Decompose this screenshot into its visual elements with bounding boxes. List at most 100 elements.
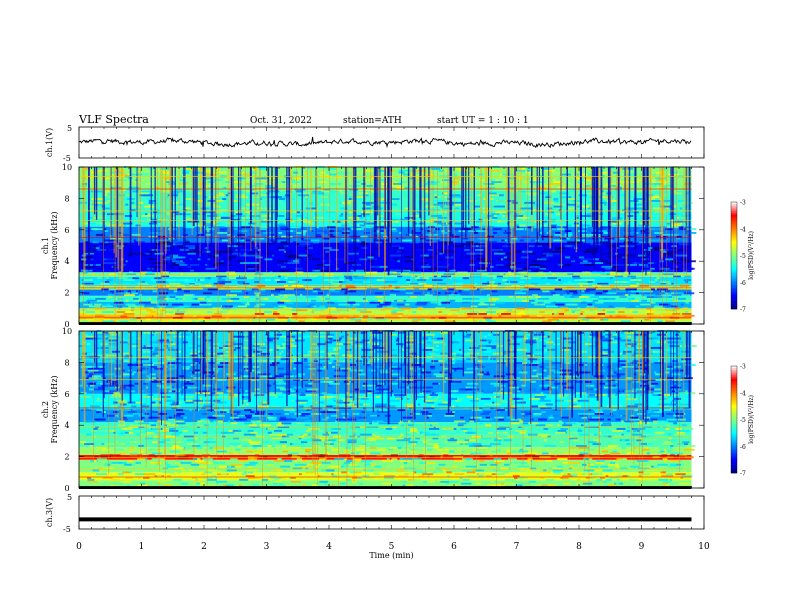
spectrogram-cell [98,469,104,472]
spectrogram-streak [207,167,209,253]
spectrogram-cell [169,282,181,285]
spectrogram-cell [104,194,108,197]
spectrogram-cell [463,256,468,259]
spectrogram-cell [677,247,682,249]
spectrogram-cell [586,463,595,466]
spectrogram-cell [423,254,429,257]
spectrogram-cell [79,433,86,436]
spectrogram-cell [660,314,663,317]
spectrogram-cell [653,196,660,199]
spectrogram-cell [527,169,530,172]
spectrogram-cell [172,445,180,447]
spectrogram-cell [102,320,114,323]
spectrogram-cell [85,311,95,313]
spectrogram-cell [305,439,313,442]
spectrogram-cell [352,275,359,278]
spectrogram-cell [646,252,651,255]
spectrogram-cell [499,452,504,455]
spectrogram-cell [506,281,509,283]
spectrogram-cell [464,216,476,219]
spectrogram-cell [122,471,130,474]
spectrogram-cell [119,277,128,280]
spectrogram-cell [284,294,295,297]
spectrogram-cell [572,439,579,442]
spectrogram-cell [540,192,549,195]
spectrogram-cell [347,169,354,172]
spectrogram-cell [158,296,167,298]
spectrogram-cell [548,183,560,185]
spectrogram-cell [259,294,267,297]
spectrogram-cell [482,207,485,210]
spectrogram-cell [161,167,169,170]
spectrogram-cell [560,235,571,238]
spectrogram-cell [125,260,128,263]
spectrogram-cell [249,288,259,291]
spectrogram-cell [308,452,315,455]
spectrogram-cell [145,437,154,440]
spectrogram-cell [364,232,371,234]
spectrogram-cell [171,473,175,476]
spectrogram-cell [557,458,568,461]
spectrogram-cell [289,318,293,321]
spectrogram-cell [240,301,247,304]
spectrogram-cell [574,473,584,476]
spectrogram-cell [107,239,117,242]
spectrogram-cell [414,471,417,474]
spectrogram-cell [444,320,457,323]
spectrogram-cell [289,452,299,455]
spectrogram-cell [602,194,610,197]
spectrogram-cell [638,475,642,477]
spectrogram-cell [568,207,575,210]
spectrogram-cell [101,311,114,313]
spectrogram-cell [531,239,536,242]
spectrogram-cell [586,249,597,251]
spectrogram-cell [96,169,108,172]
spectrogram-cell [220,260,224,263]
spectrogram-cell [353,171,363,174]
spectrogram-cell [154,260,165,263]
spectrogram-cell [100,282,110,285]
spectrogram-cell [250,443,260,445]
spectrogram-cell [503,275,509,278]
spectrogram-cell [545,305,558,308]
spectrogram-cell [477,194,482,197]
spectrogram-cell [86,475,91,477]
spectrogram-cell [631,433,643,436]
spectrogram-cell [404,207,410,210]
spectrogram-cell [616,458,620,461]
spectrogram-cell [250,188,258,191]
spectrogram-cell [145,463,149,466]
spectrogram-cell [480,452,486,455]
spectrogram-cell [681,294,691,297]
spectrogram-cell [509,461,521,464]
spectrogram-cell [582,232,587,234]
spectrogram-cell [450,480,459,483]
spectrogram-cell [540,264,546,266]
spectrogram-cell [454,222,462,225]
spectrogram-streak [593,167,596,269]
spectrogram-cell [600,258,603,261]
spectrogram-cell [531,301,534,304]
spectrogram-cell [504,478,517,481]
spectrogram-cell [493,301,505,304]
spectrogram-cell [357,216,364,219]
spectrogram-cell [520,482,530,485]
spectrogram-cell [198,237,211,240]
spectrogram-cell [493,282,499,285]
spectrogram-cell [277,260,288,263]
spectrogram-cell [137,282,148,285]
spectrogram-cell [295,215,302,217]
spectrogram-cell [462,277,470,280]
spectrogram-cell [313,288,321,291]
spectrogram-cell [374,188,380,191]
spectrogram-cell [325,431,338,434]
spectrogram-cell [170,446,183,449]
spectrogram-cell [537,265,548,268]
y-tick-label: 6 [64,226,69,235]
spectrogram-cell [534,460,544,462]
spectrogram-cell [164,245,172,248]
spectrogram-streak [288,167,291,247]
spectrogram-cell [668,437,672,440]
spectrogram-cell [318,188,330,191]
spectrogram-cell [613,460,616,462]
